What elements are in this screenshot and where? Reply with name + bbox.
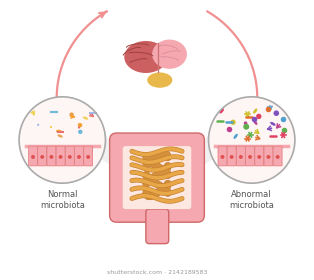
Circle shape (276, 155, 279, 159)
Circle shape (267, 155, 270, 159)
Ellipse shape (56, 130, 62, 132)
Polygon shape (196, 136, 221, 171)
FancyBboxPatch shape (123, 146, 191, 209)
Polygon shape (93, 136, 118, 171)
Ellipse shape (253, 120, 257, 125)
Circle shape (40, 155, 44, 159)
Ellipse shape (83, 116, 88, 120)
FancyBboxPatch shape (236, 146, 245, 166)
Circle shape (86, 155, 90, 159)
FancyBboxPatch shape (264, 146, 273, 166)
Circle shape (244, 122, 247, 125)
Ellipse shape (219, 109, 224, 113)
Ellipse shape (270, 122, 276, 126)
Circle shape (257, 155, 261, 159)
Ellipse shape (253, 108, 257, 114)
Ellipse shape (124, 41, 167, 73)
Ellipse shape (78, 126, 80, 129)
FancyBboxPatch shape (47, 146, 56, 166)
FancyBboxPatch shape (84, 146, 93, 166)
Ellipse shape (57, 134, 63, 137)
Circle shape (243, 124, 249, 130)
Circle shape (31, 155, 35, 159)
Ellipse shape (37, 124, 39, 126)
Circle shape (50, 155, 53, 159)
FancyBboxPatch shape (227, 146, 236, 166)
Ellipse shape (234, 134, 238, 139)
Ellipse shape (50, 126, 52, 128)
Ellipse shape (147, 73, 172, 88)
Circle shape (77, 155, 81, 159)
Circle shape (239, 155, 243, 159)
Circle shape (78, 130, 83, 134)
Circle shape (248, 155, 252, 159)
FancyBboxPatch shape (56, 146, 65, 166)
FancyBboxPatch shape (65, 146, 74, 166)
Circle shape (256, 114, 262, 119)
Text: Abnormal
microbiota: Abnormal microbiota (229, 190, 274, 210)
Circle shape (208, 97, 295, 183)
Circle shape (230, 120, 236, 125)
Circle shape (69, 112, 74, 117)
FancyBboxPatch shape (29, 146, 37, 166)
FancyBboxPatch shape (38, 146, 47, 166)
Circle shape (78, 123, 82, 127)
FancyBboxPatch shape (273, 146, 282, 166)
Circle shape (230, 155, 234, 159)
FancyBboxPatch shape (146, 209, 169, 244)
FancyBboxPatch shape (246, 146, 255, 166)
FancyBboxPatch shape (110, 133, 204, 222)
Circle shape (68, 155, 72, 159)
Text: shutterstock.com · 2142189583: shutterstock.com · 2142189583 (107, 270, 207, 275)
FancyBboxPatch shape (255, 146, 264, 166)
FancyBboxPatch shape (74, 146, 84, 166)
Circle shape (59, 155, 62, 159)
Ellipse shape (152, 39, 187, 69)
Text: Normal
microbiota: Normal microbiota (40, 190, 85, 210)
Circle shape (19, 97, 106, 183)
FancyBboxPatch shape (218, 146, 227, 166)
Circle shape (273, 110, 279, 116)
Circle shape (220, 155, 225, 159)
